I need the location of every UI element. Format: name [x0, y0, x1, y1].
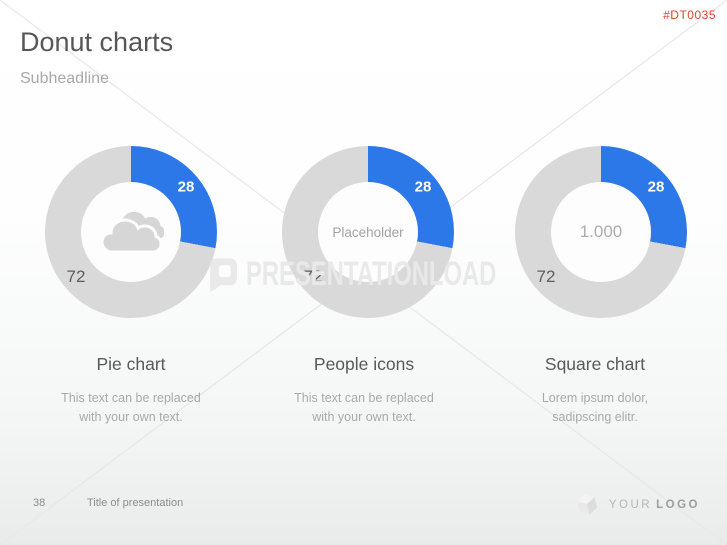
segment-value-gray: 72	[536, 267, 556, 286]
donut-center: Placeholder	[318, 182, 418, 282]
cloud-icon	[100, 211, 164, 254]
segment-value-gray: 72	[66, 267, 86, 286]
caption-description: This text can be replaced with your own …	[294, 391, 434, 425]
caption-title: Pie chart	[96, 354, 166, 374]
donut-chart-square: 1.000 28 72	[515, 146, 687, 318]
page-title: Donut charts	[20, 27, 174, 57]
caption-description: This text can be replaced with your own …	[61, 391, 201, 425]
segment-value-blue: 28	[414, 178, 432, 196]
center-placeholder-text: Placeholder	[332, 224, 404, 240]
logo-text: YOUR LOGO	[608, 498, 700, 511]
caption-description: Lorem ipsum dolor, sadipscing elitr.	[541, 391, 649, 425]
donut-chart-pie: 28 72	[45, 146, 217, 318]
segment-value-blue: 28	[647, 178, 665, 196]
center-number-text: 1.000	[579, 222, 623, 241]
donut-center	[81, 182, 181, 282]
caption-people-icons: People icons This text can be replaced w…	[249, 354, 479, 428]
caption-square-chart: Square chart Lorem ipsum dolor, sadipsci…	[480, 354, 710, 428]
footer-presentation-title: Title of presentation	[87, 497, 184, 509]
donut-center: 1.000	[551, 182, 651, 282]
donut-chart-people: Placeholder 28 72	[282, 146, 454, 318]
cube-logo-icon	[576, 494, 598, 515]
segment-value-blue: 28	[177, 178, 195, 196]
caption-title: Square chart	[544, 354, 646, 374]
your-logo: YOUR LOGO	[575, 492, 700, 517]
template-ref-code: #DT0035	[663, 8, 716, 22]
caption-title: People icons	[313, 354, 415, 374]
segment-value-gray: 72	[303, 267, 323, 286]
caption-pie-chart: Pie chart This text can be replaced with…	[16, 354, 246, 428]
page-subtitle: Subheadline	[20, 70, 109, 87]
page-number: 38	[33, 497, 46, 509]
